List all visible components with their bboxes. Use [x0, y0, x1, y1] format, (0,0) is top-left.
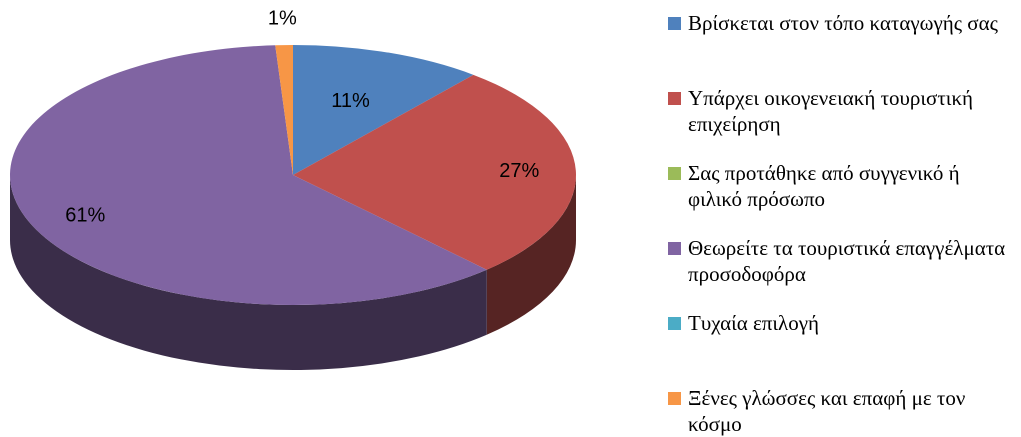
legend-key — [668, 92, 681, 105]
legend-label: Βρίσκεται στον τόπο καταγωγής σας — [688, 11, 998, 35]
legend-key — [668, 392, 681, 405]
slice-side — [10, 175, 487, 371]
slice — [293, 45, 474, 175]
legend-label: Τυχαία επιλογή — [688, 311, 820, 335]
data-label: 27% — [499, 160, 539, 182]
legend-item: Ξένες γλώσσες και επαφή με τον κόσμο — [668, 385, 1013, 437]
slice — [275, 45, 293, 175]
legend-key — [668, 242, 681, 255]
slice-side — [486, 175, 576, 335]
legend-label: Υπάρχει οικογενειακή τουριστική επιχείρη… — [688, 86, 974, 136]
legend-key — [668, 167, 681, 180]
chart: 11% 27% 61% 1% — [10, 7, 577, 371]
legend-key — [668, 17, 681, 30]
legend-item: Βρίσκεται στον τόπο καταγωγής σας — [668, 10, 1013, 36]
legend-item: Σας προτάθηκε από συγγενικό ή φιλικό πρό… — [668, 160, 1013, 212]
legend-item: Θεωρείτε τα τουριστικά επαγγέλματα προσο… — [668, 235, 1013, 287]
legend-item: Υπάρχει οικογενειακή τουριστική επιχείρη… — [668, 85, 1013, 137]
legend-item: Τυχαία επιλογή — [668, 310, 1013, 336]
slice — [293, 74, 577, 270]
legend-key — [668, 317, 681, 330]
legend-label: Ξένες γλώσσες και επαφή με τον κόσμο — [688, 386, 966, 436]
data-label: 11% — [331, 90, 370, 112]
legend-label: Σας προτάθηκε από συγγενικό ή φιλικό πρό… — [688, 161, 960, 211]
data-label: 1% — [268, 7, 297, 29]
legend-label: Θεωρείτε τα τουριστικά επαγγέλματα προσο… — [688, 236, 1006, 286]
data-label: 61% — [65, 205, 105, 227]
slice — [10, 45, 487, 305]
